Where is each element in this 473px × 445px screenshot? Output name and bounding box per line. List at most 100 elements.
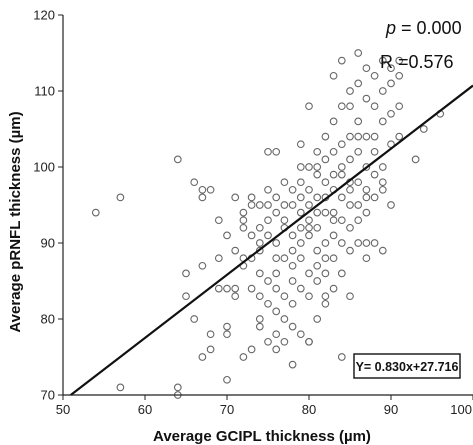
data-point [354, 147, 363, 156]
y-tick-label: 80 [41, 312, 55, 327]
data-point [264, 216, 272, 225]
y-axis-ticks: 70 80 90 100 110 120 [33, 8, 63, 403]
y-tick-label: 100 [33, 160, 55, 175]
data-point [214, 284, 223, 293]
data-point [395, 132, 404, 141]
data-point [116, 383, 125, 392]
data-point [206, 345, 215, 354]
data-point [378, 117, 387, 126]
data-point [214, 254, 223, 263]
data-point [280, 216, 289, 225]
data-point [305, 102, 313, 111]
data-point [305, 185, 313, 194]
data-point [337, 239, 346, 247]
data-point [231, 193, 240, 202]
data-point [198, 193, 207, 202]
x-tick-label: 90 [384, 402, 398, 417]
data-points [91, 49, 445, 399]
data-point [272, 307, 281, 316]
data-point [370, 147, 379, 156]
data-point [378, 185, 387, 194]
data-point [296, 163, 305, 171]
data-point [280, 254, 289, 263]
data-point [264, 337, 272, 346]
data-point [280, 315, 289, 323]
data-point [378, 56, 387, 65]
data-point [354, 49, 363, 57]
data-point [206, 185, 215, 194]
data-point [296, 284, 305, 293]
data-point [362, 64, 371, 73]
data-point [321, 155, 330, 164]
data-point [313, 246, 322, 255]
data-point [313, 170, 322, 179]
data-point [395, 71, 404, 80]
data-point [264, 185, 272, 194]
data-point [362, 254, 371, 263]
data-point [288, 261, 297, 270]
data-point [280, 178, 289, 187]
data-point [362, 132, 371, 141]
data-point [296, 140, 305, 149]
data-point [329, 231, 338, 240]
data-point [198, 185, 207, 194]
data-point [313, 315, 322, 323]
data-point [255, 322, 264, 331]
p-value: = 0.000 [396, 18, 462, 38]
data-point [378, 163, 387, 171]
data-point [305, 216, 313, 225]
data-point [395, 102, 404, 111]
data-point [346, 223, 354, 232]
data-point [346, 132, 354, 141]
data-point [272, 239, 281, 247]
data-point [296, 239, 305, 247]
data-point [255, 223, 264, 232]
data-point [239, 216, 248, 225]
data-point [272, 147, 281, 156]
data-point [190, 315, 199, 323]
p-value-annotation: p = 0.000 [385, 18, 462, 38]
data-point [329, 71, 338, 80]
data-point [288, 322, 297, 331]
data-point [190, 178, 199, 187]
data-point [362, 193, 371, 202]
data-point [329, 216, 338, 225]
data-point [354, 239, 363, 247]
regression-line [70, 84, 473, 396]
data-point [288, 231, 297, 240]
data-point [329, 147, 338, 156]
data-point [321, 239, 330, 247]
data-point [255, 239, 264, 247]
x-tick-label: 70 [220, 402, 234, 417]
data-point [231, 246, 240, 255]
data-point [387, 109, 395, 118]
data-point [239, 223, 248, 232]
data-point [346, 246, 354, 255]
y-tick-label: 120 [33, 8, 55, 23]
data-point [321, 269, 330, 278]
data-point [346, 155, 354, 164]
data-point [280, 337, 289, 346]
data-point [337, 193, 346, 202]
data-point [198, 353, 207, 361]
data-point [337, 269, 346, 278]
data-point [247, 284, 256, 293]
data-point [346, 185, 354, 194]
data-point [247, 231, 256, 240]
data-point [264, 299, 272, 308]
x-tick-label: 80 [302, 402, 316, 417]
y-tick-label: 70 [41, 388, 55, 403]
data-point [288, 246, 297, 255]
data-point [305, 201, 313, 209]
data-point [305, 269, 313, 278]
data-point [91, 208, 100, 217]
y-tick-label: 110 [34, 84, 55, 99]
data-point [370, 132, 379, 141]
data-point [182, 269, 190, 278]
data-point [288, 277, 297, 285]
data-point [223, 330, 231, 339]
data-point [280, 292, 289, 301]
data-point [370, 193, 379, 202]
data-point [173, 155, 182, 164]
data-point [337, 140, 346, 149]
